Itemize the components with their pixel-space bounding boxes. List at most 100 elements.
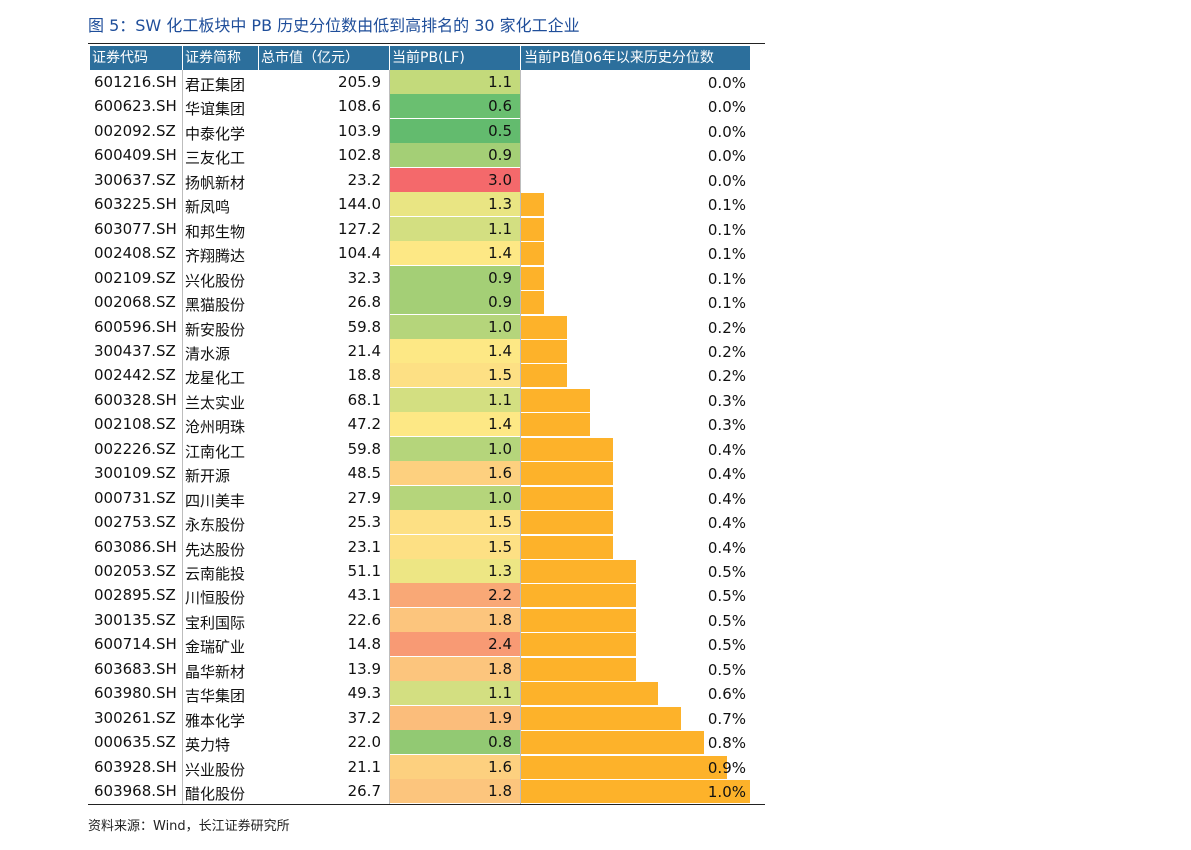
security-code: 603086.SH — [94, 537, 177, 556]
percentile-bar — [521, 486, 613, 510]
percentile-bar — [521, 608, 636, 632]
percentile-value: 0.0% — [707, 98, 746, 117]
percentile-value: 0.5% — [707, 611, 746, 630]
current-pb-cell: 1.1 — [390, 387, 520, 412]
current-pb-cell: 1.0 — [390, 314, 520, 339]
security-code: 002895.SZ — [94, 586, 176, 605]
percentile-bar — [521, 682, 658, 706]
percentile-value: 0.8% — [707, 734, 746, 753]
current-pb-value: 3.0 — [488, 170, 512, 189]
current-pb-value: 1.0 — [488, 317, 512, 336]
percentile-bar — [521, 462, 613, 486]
security-code: 600328.SH — [94, 390, 177, 409]
table-row: 600623.SH 华谊集团 108.6 0.6 0.0% — [90, 94, 750, 119]
current-pb-cell: 1.8 — [390, 656, 520, 681]
market-cap: 23.2 — [347, 170, 381, 189]
table-row: 002109.SZ 兴化股份 32.3 0.9 0.1% — [90, 265, 750, 290]
security-name: 英力特 — [185, 736, 231, 755]
table-row: 000635.SZ 英力特 22.0 0.8 0.8% — [90, 730, 750, 755]
security-name: 兰太实业 — [185, 393, 246, 412]
column-divider — [182, 70, 183, 804]
percentile-value: 0.2% — [707, 367, 746, 386]
security-name: 晶华新材 — [185, 662, 246, 681]
percentile-value: 0.3% — [707, 416, 746, 435]
percentile-bar — [521, 266, 544, 290]
security-name: 和邦生物 — [185, 222, 246, 241]
header-code[interactable]: 证券代码 — [90, 46, 182, 70]
current-pb-cell: 2.2 — [390, 583, 520, 608]
percentile-value: 0.5% — [707, 636, 746, 655]
security-name: 川恒股份 — [185, 589, 246, 608]
security-code: 603225.SH — [94, 195, 177, 214]
header-current-pb[interactable]: 当前PB(LF) — [390, 46, 520, 70]
percentile-value: 0.1% — [707, 196, 746, 215]
percentile-bar — [521, 364, 567, 388]
security-code: 002226.SZ — [94, 439, 176, 458]
current-pb-value: 1.1 — [488, 390, 512, 409]
percentile-value: 0.4% — [707, 538, 746, 557]
security-code: 000635.SZ — [94, 733, 176, 752]
table-row: 002442.SZ 龙星化工 18.8 1.5 0.2% — [90, 363, 750, 388]
current-pb-value: 1.6 — [488, 464, 512, 483]
current-pb-value: 1.5 — [488, 537, 512, 556]
current-pb-value: 0.6 — [488, 97, 512, 116]
current-pb-cell: 0.8 — [390, 730, 520, 755]
percentile-value: 1.0% — [707, 783, 746, 802]
percentile-bar — [521, 706, 681, 730]
security-name: 三友化工 — [185, 149, 246, 168]
market-cap: 22.0 — [347, 733, 381, 752]
current-pb-cell: 1.6 — [390, 461, 520, 486]
percentile-bar — [521, 339, 567, 363]
source-note: 资料来源：Wind，长江证券研究所 — [88, 819, 290, 834]
market-cap: 43.1 — [347, 586, 381, 605]
column-divider — [389, 70, 390, 804]
security-code: 002109.SZ — [94, 268, 176, 287]
header-name[interactable]: 证券简称 — [183, 46, 258, 70]
market-cap: 59.8 — [347, 439, 381, 458]
security-name: 江南化工 — [185, 442, 246, 461]
current-pb-value: 0.9 — [488, 293, 512, 312]
percentile-value: 0.1% — [707, 220, 746, 239]
percentile-value: 0.4% — [707, 489, 746, 508]
current-pb-cell: 1.3 — [390, 559, 520, 583]
table-row: 600714.SH 金瑞矿业 14.8 2.4 0.5% — [90, 632, 750, 657]
security-code: 002408.SZ — [94, 244, 176, 263]
current-pb-cell: 1.5 — [390, 534, 520, 559]
security-code: 600409.SH — [94, 146, 177, 165]
percentile-bar — [521, 535, 613, 559]
percentile-value: 0.4% — [707, 514, 746, 533]
current-pb-value: 1.9 — [488, 708, 512, 727]
current-pb-value: 1.1 — [488, 684, 512, 703]
header-pb-percentile[interactable]: 当前PB值06年以来历史分位数 — [521, 46, 750, 70]
market-cap: 59.8 — [347, 317, 381, 336]
security-name: 先达股份 — [185, 540, 246, 559]
table-row: 002053.SZ 云南能投 51.1 1.3 0.5% — [90, 559, 750, 583]
header-market-cap[interactable]: 总市值（亿元） — [259, 46, 389, 70]
current-pb-cell: 1.9 — [390, 705, 520, 730]
percentile-bar — [521, 242, 544, 266]
current-pb-cell: 1.8 — [390, 779, 520, 804]
current-pb-value: 1.5 — [488, 513, 512, 532]
security-name: 新安股份 — [185, 320, 246, 339]
market-cap: 68.1 — [347, 390, 381, 409]
table-row: 600596.SH 新安股份 59.8 1.0 0.2% — [90, 314, 750, 339]
percentile-bar — [521, 633, 636, 657]
table-row: 300135.SZ 宝利国际 22.6 1.8 0.5% — [90, 607, 750, 632]
security-code: 601216.SH — [94, 73, 177, 91]
market-cap: 47.2 — [347, 415, 381, 434]
percentile-bar — [521, 560, 636, 583]
percentile-bar — [521, 291, 544, 315]
percentile-value: 0.3% — [707, 391, 746, 410]
current-pb-cell: 1.4 — [390, 241, 520, 266]
current-pb-value: 1.3 — [488, 195, 512, 214]
current-pb-value: 2.2 — [488, 586, 512, 605]
percentile-value: 0.4% — [707, 465, 746, 484]
percentile-value: 0.0% — [707, 122, 746, 141]
current-pb-cell: 0.9 — [390, 143, 520, 168]
percentile-bar — [521, 388, 590, 412]
table-row: 300437.SZ 清水源 21.4 1.4 0.2% — [90, 338, 750, 363]
current-pb-value: 1.8 — [488, 659, 512, 678]
title-divider — [88, 43, 765, 44]
table-row: 300109.SZ 新开源 48.5 1.6 0.4% — [90, 461, 750, 486]
security-name: 君正集团 — [185, 76, 246, 94]
